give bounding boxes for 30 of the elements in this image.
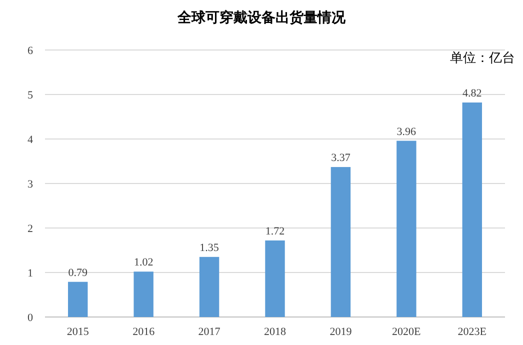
bar [134,272,154,317]
x-tick-label: 2016 [132,326,156,338]
x-tick-label: 2018 [264,326,286,338]
x-tick-label: 2020E [392,326,422,338]
bar [265,240,285,317]
y-tick-label: 6 [28,45,34,57]
x-tick-label: 2017 [198,326,221,338]
bar [68,282,88,317]
data-label: 4.82 [462,88,482,100]
x-tick-label: 2015 [66,326,90,338]
y-tick-label: 2 [28,223,33,235]
y-tick-label: 3 [28,178,34,190]
bar [396,140,416,317]
data-label: 1.02 [134,256,154,269]
y-tick-label: 1 [28,268,33,280]
bar [330,167,351,317]
y-tick-label: 5 [28,90,34,102]
x-tick-label: 2023E [458,326,487,338]
data-label: 1.35 [200,242,220,254]
data-label: 3.37 [331,152,351,164]
y-tick-label: 4 [28,134,34,146]
annotation: 单位：亿台 [450,50,515,65]
data-label: 1.72 [265,225,285,238]
bar [462,102,482,317]
chart-title: 全球可穿戴设备出货量情况 [176,9,346,25]
y-tick-label: 0 [28,312,34,324]
data-label: 0.79 [68,266,88,279]
x-tick-label: 2019 [330,326,352,338]
bar [199,256,220,317]
data-label: 3.96 [396,126,417,138]
